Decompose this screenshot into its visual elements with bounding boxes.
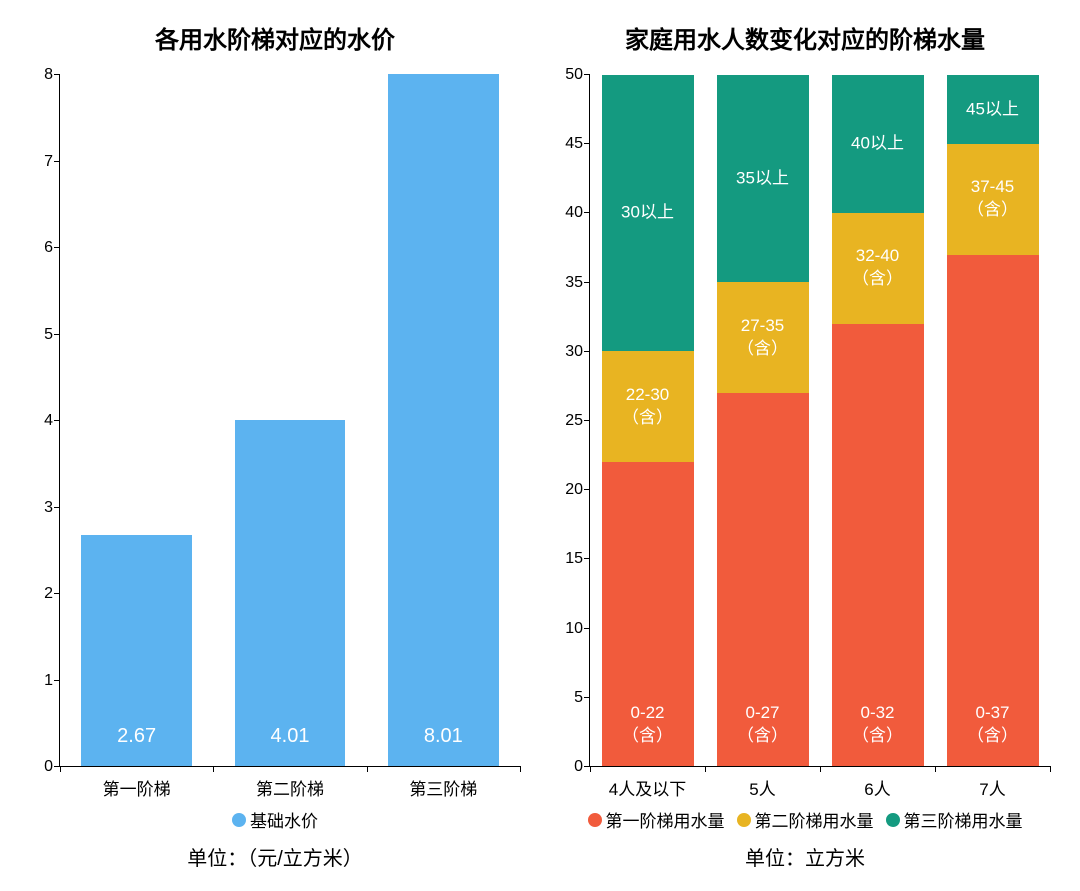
x-label: 7人 [935, 767, 1050, 802]
x-label: 第三阶梯 [367, 767, 520, 802]
y-tick-label: 2 [44, 585, 53, 603]
left-chart-area: 012345678 2.674.018.01 [30, 75, 520, 767]
legend-dot-icon [737, 813, 751, 827]
left-legend: 基础水价 [30, 807, 520, 832]
y-tick-label: 3 [44, 499, 53, 517]
tier3-segment: 45以上 [947, 75, 1039, 144]
segment-label: 35以上 [717, 167, 809, 190]
segment-label: 0-32（含） [832, 702, 924, 748]
x-tick-mark [60, 766, 61, 772]
tier2-segment: 22-30（含） [602, 351, 694, 462]
y-tick-label: 10 [565, 620, 583, 638]
bar-value-label: 8.01 [388, 725, 498, 748]
tier1-segment: 0-27（含） [717, 393, 809, 766]
y-tick-label: 35 [565, 274, 583, 292]
legend-item: 基础水价 [232, 807, 318, 832]
y-tick-label: 5 [44, 326, 53, 344]
left-unit: 单位：（元/立方米） [30, 842, 520, 871]
tier1-segment: 0-37（含） [947, 255, 1039, 766]
tier3-segment: 35以上 [717, 75, 809, 282]
right-y-axis: 05101520253035404550 [560, 75, 590, 767]
y-tick-label: 0 [574, 758, 583, 776]
bar-value-label: 4.01 [235, 725, 345, 748]
tier3-segment: 30以上 [602, 75, 694, 351]
y-tick-label: 20 [565, 481, 583, 499]
y-tick-label: 1 [44, 672, 53, 690]
left-x-labels: 第一阶梯第二阶梯第三阶梯 [30, 767, 520, 802]
right-chart-title: 家庭用水人数变化对应的阶梯水量 [560, 20, 1050, 55]
x-tick-mark [705, 766, 706, 772]
legend-dot-icon [886, 813, 900, 827]
y-tick-label: 4 [44, 412, 53, 430]
segment-label: 27-35（含） [717, 315, 809, 361]
legend-dot-icon [232, 813, 246, 827]
segment-label: 30以上 [602, 202, 694, 225]
left-y-axis: 012345678 [30, 75, 60, 767]
x-label: 第一阶梯 [60, 767, 213, 802]
right-unit: 单位：立方米 [560, 842, 1050, 871]
legend-label: 基础水价 [250, 807, 318, 832]
x-label: 5人 [705, 767, 820, 802]
x-label: 第二阶梯 [213, 767, 366, 802]
legend-item: 第一阶梯用水量 [588, 807, 725, 832]
x-tick-mark [820, 766, 821, 772]
legend-label: 第二阶梯用水量 [755, 807, 874, 832]
x-label: 6人 [820, 767, 935, 802]
price-bar: 4.01 [235, 420, 345, 766]
segment-label: 45以上 [947, 98, 1039, 121]
y-tick-label: 30 [565, 343, 583, 361]
right-chart-area: 05101520253035404550 0-22（含）22-30（含）30以上… [560, 75, 1050, 767]
segment-label: 22-30（含） [602, 384, 694, 430]
legend-label: 第三阶梯用水量 [904, 807, 1023, 832]
right-plot: 0-22（含） 22-30（含） 30以上 0-27（含） 27-35（含） 35以上 0-… [590, 75, 1050, 767]
right-panel: 家庭用水人数变化对应的阶梯水量 0 5 10 15 20 25 30 35 40 45 50 0-2… [560, 20, 1050, 871]
y-tick-label: 15 [565, 550, 583, 568]
bar-value-label: 2.67 [81, 725, 191, 748]
tier1-segment: 0-22（含） [602, 462, 694, 766]
left-chart-title: 各用水阶梯对应的水价 [30, 20, 520, 55]
tier2-segment: 27-35（含） [717, 282, 809, 393]
left-plot: 2.67 4.01 8.01 [60, 75, 520, 767]
legend-dot-icon [588, 813, 602, 827]
y-tick-label: 50 [565, 66, 583, 84]
tier3-segment: 40以上 [832, 75, 924, 213]
x-tick-mark [520, 766, 521, 772]
segment-label: 0-27（含） [717, 702, 809, 748]
tier2-segment: 37-45（含） [947, 144, 1039, 255]
y-tick-label: 40 [565, 204, 583, 222]
segment-label: 0-37（含） [947, 702, 1039, 748]
left-panel: 各用水阶梯对应的水价 0 1 2 3 4 5 6 7 8 2.67 4.01 8.01 第一阶梯第二… [30, 20, 520, 871]
x-tick-mark [935, 766, 936, 772]
segment-label: 37-45（含） [947, 176, 1039, 222]
segment-label: 40以上 [832, 133, 924, 156]
y-tick-label: 45 [565, 135, 583, 153]
price-bar: 8.01 [388, 74, 498, 766]
y-tick-label: 5 [574, 689, 583, 707]
x-tick-mark [213, 766, 214, 772]
right-legend: 第一阶梯用水量 第二阶梯用水量 第三阶梯用水量 [560, 807, 1050, 832]
y-tick-label: 7 [44, 153, 53, 171]
legend-item: 第三阶梯用水量 [886, 807, 1023, 832]
y-tick-label: 8 [44, 66, 53, 84]
y-tick-label: 6 [44, 239, 53, 257]
tier2-segment: 32-40（含） [832, 213, 924, 324]
price-bar: 2.67 [81, 535, 191, 766]
y-tick-label: 0 [44, 758, 53, 776]
right-x-labels: 4人及以下5人6人7人 [560, 767, 1050, 802]
legend-item: 第二阶梯用水量 [737, 807, 874, 832]
tier1-segment: 0-32（含） [832, 324, 924, 766]
x-tick-mark [1050, 766, 1051, 772]
y-tick-label: 25 [565, 412, 583, 430]
segment-label: 32-40（含） [832, 246, 924, 292]
x-tick-mark [367, 766, 368, 772]
legend-label: 第一阶梯用水量 [606, 807, 725, 832]
x-label: 4人及以下 [590, 767, 705, 802]
segment-label: 0-22（含） [602, 702, 694, 748]
x-tick-mark [590, 766, 591, 772]
